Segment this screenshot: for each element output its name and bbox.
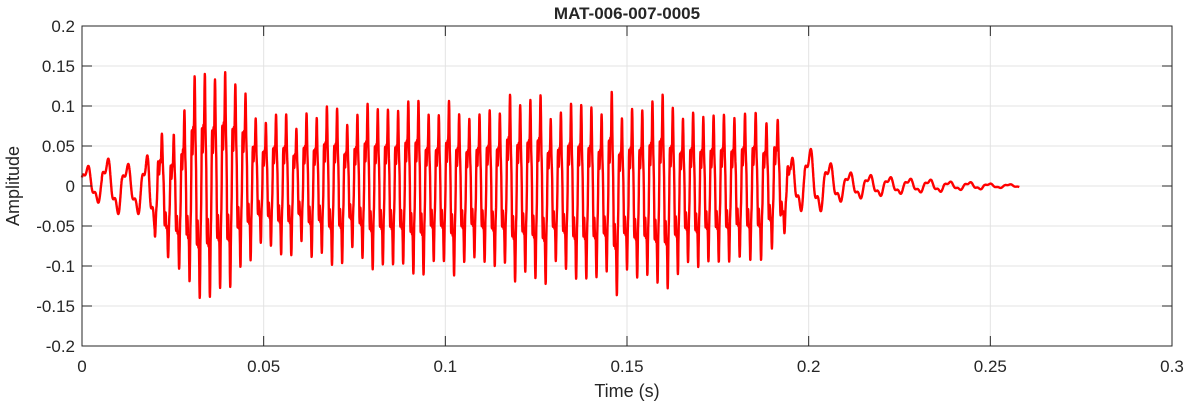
y-tick-label: 0.1 — [51, 97, 75, 116]
x-tick-label: 0.25 — [974, 357, 1007, 376]
y-tick-label: -0.1 — [46, 257, 75, 276]
ticks: 0 0.05 0.1 0.15 0.2 0.25 0.30.20.150.10.050-0.… — [36, 17, 1184, 376]
x-tick-label: 0 — [77, 357, 86, 376]
x-tick-label: 0.2 — [797, 357, 821, 376]
chart-title: MAT-006-007-0005 — [554, 4, 700, 23]
plot-area — [80, 70, 1021, 300]
y-axis-label: Amplitude — [3, 146, 23, 226]
y-tick-label: 0.2 — [51, 17, 75, 36]
x-tick-label: 0.15 — [610, 357, 643, 376]
x-tick-label: 0.1 — [434, 357, 458, 376]
y-tick-label: 0.15 — [42, 57, 75, 76]
y-tick-label: 0 — [66, 177, 75, 196]
x-axis-label: Time (s) — [594, 381, 659, 401]
waveform-line — [80, 70, 1021, 300]
y-tick-label: -0.15 — [36, 297, 75, 316]
x-tick-label: 0.3 — [1160, 357, 1184, 376]
x-tick-label: 0.05 — [247, 357, 280, 376]
y-tick-label: -0.05 — [36, 217, 75, 236]
y-tick-label: 0.05 — [42, 137, 75, 156]
y-tick-label: -0.2 — [46, 337, 75, 356]
